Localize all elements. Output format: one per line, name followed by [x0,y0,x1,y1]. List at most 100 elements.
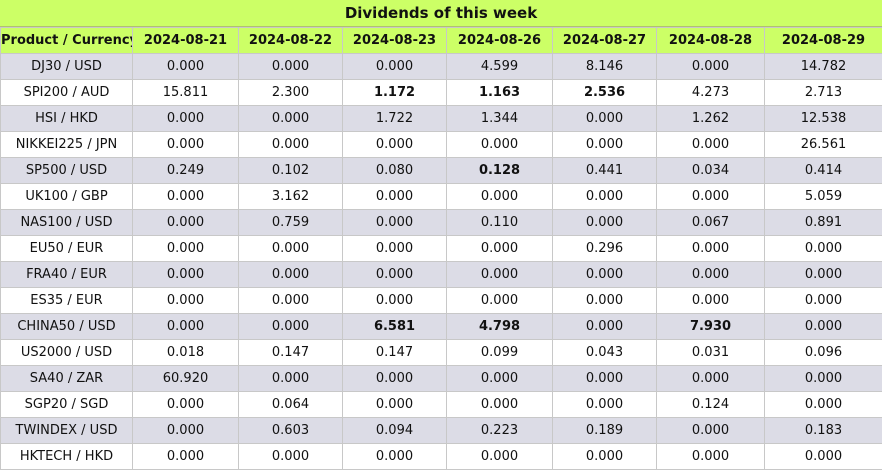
dividend-value-cell: 7.930 [657,314,765,340]
product-cell: CHINA50 / USD [1,314,133,340]
dividend-value-cell: 1.722 [343,106,447,132]
dividend-value-cell: 1.262 [657,106,765,132]
column-header-date: 2024-08-21 [133,28,239,54]
dividend-value-cell: 0.000 [133,262,239,288]
column-header-date: 2024-08-28 [657,28,765,54]
dividend-value-cell: 0.000 [447,366,553,392]
dividend-value-cell: 0.441 [553,158,657,184]
dividend-value-cell: 0.000 [657,132,765,158]
dividend-value-cell: 0.110 [447,210,553,236]
product-cell: ES35 / EUR [1,288,133,314]
dividend-value-cell: 0.000 [657,444,765,470]
dividend-value-cell: 0.000 [343,392,447,418]
dividend-value-cell: 0.249 [133,158,239,184]
dividend-value-cell: 0.000 [343,54,447,80]
dividend-value-cell: 0.031 [657,340,765,366]
dividend-value-cell: 0.000 [133,106,239,132]
dividend-value-cell: 8.146 [553,54,657,80]
dividend-value-cell: 0.000 [239,236,343,262]
dividend-value-cell: 0.034 [657,158,765,184]
dividend-value-cell: 0.000 [239,262,343,288]
dividend-value-cell: 0.296 [553,236,657,262]
dividend-value-cell: 0.000 [447,288,553,314]
dividend-value-cell: 0.000 [239,444,343,470]
dividend-value-cell: 0.000 [553,106,657,132]
dividend-value-cell: 0.414 [765,158,882,184]
dividend-value-cell: 0.000 [657,288,765,314]
dividend-value-cell: 0.000 [133,392,239,418]
dividend-value-cell: 0.043 [553,340,657,366]
product-cell: HSI / HKD [1,106,133,132]
dividend-value-cell: 4.273 [657,80,765,106]
dividend-value-cell: 0.064 [239,392,343,418]
dividend-value-cell: 0.000 [133,236,239,262]
dividend-value-cell: 0.000 [447,236,553,262]
dividend-value-cell: 26.561 [765,132,882,158]
dividend-value-cell: 0.000 [133,210,239,236]
dividend-value-cell: 0.000 [343,288,447,314]
dividend-value-cell: 0.102 [239,158,343,184]
dividend-value-cell: 0.000 [657,236,765,262]
dividend-value-cell: 0.096 [765,340,882,366]
dividend-value-cell: 0.080 [343,158,447,184]
dividend-value-cell: 0.000 [657,366,765,392]
dividend-value-cell: 0.223 [447,418,553,444]
dividend-value-cell: 0.000 [239,366,343,392]
product-cell: DJ30 / USD [1,54,133,80]
dividend-value-cell: 0.000 [553,210,657,236]
dividend-value-cell: 0.000 [447,444,553,470]
dividend-value-cell: 0.000 [765,392,882,418]
dividend-value-cell: 0.000 [133,314,239,340]
page-title: Dividends of this week [0,0,882,27]
dividend-value-cell: 0.000 [657,184,765,210]
dividend-value-cell: 0.000 [765,444,882,470]
product-cell: TWINDEX / USD [1,418,133,444]
dividend-value-cell: 0.000 [553,288,657,314]
dividend-value-cell: 0.094 [343,418,447,444]
dividend-value-cell: 0.000 [765,314,882,340]
product-cell: SP500 / USD [1,158,133,184]
dividend-value-cell: 0.189 [553,418,657,444]
product-cell: SPI200 / AUD [1,80,133,106]
dividend-value-cell: 6.581 [343,314,447,340]
dividend-value-cell: 0.000 [239,106,343,132]
dividend-value-cell: 0.000 [765,288,882,314]
dividend-value-cell: 0.018 [133,340,239,366]
dividend-value-cell: 0.000 [133,184,239,210]
product-cell: HKTECH / HKD [1,444,133,470]
dividend-value-cell: 0.000 [553,132,657,158]
dividend-value-cell: 0.000 [553,444,657,470]
dividend-value-cell: 14.782 [765,54,882,80]
dividend-value-cell: 0.067 [657,210,765,236]
dividend-value-cell: 0.000 [343,132,447,158]
dividend-value-cell: 0.759 [239,210,343,236]
dividend-value-cell: 0.000 [553,314,657,340]
dividend-value-cell: 0.000 [133,288,239,314]
dividend-value-cell: 0.000 [133,54,239,80]
dividend-value-cell: 2.300 [239,80,343,106]
product-cell: NAS100 / USD [1,210,133,236]
column-header-date: 2024-08-27 [553,28,657,54]
dividend-value-cell: 0.000 [343,262,447,288]
dividend-value-cell: 0.000 [447,184,553,210]
dividend-value-cell: 0.147 [239,340,343,366]
dividend-value-cell: 1.163 [447,80,553,106]
column-header-date: 2024-08-29 [765,28,882,54]
dividend-value-cell: 0.000 [343,444,447,470]
